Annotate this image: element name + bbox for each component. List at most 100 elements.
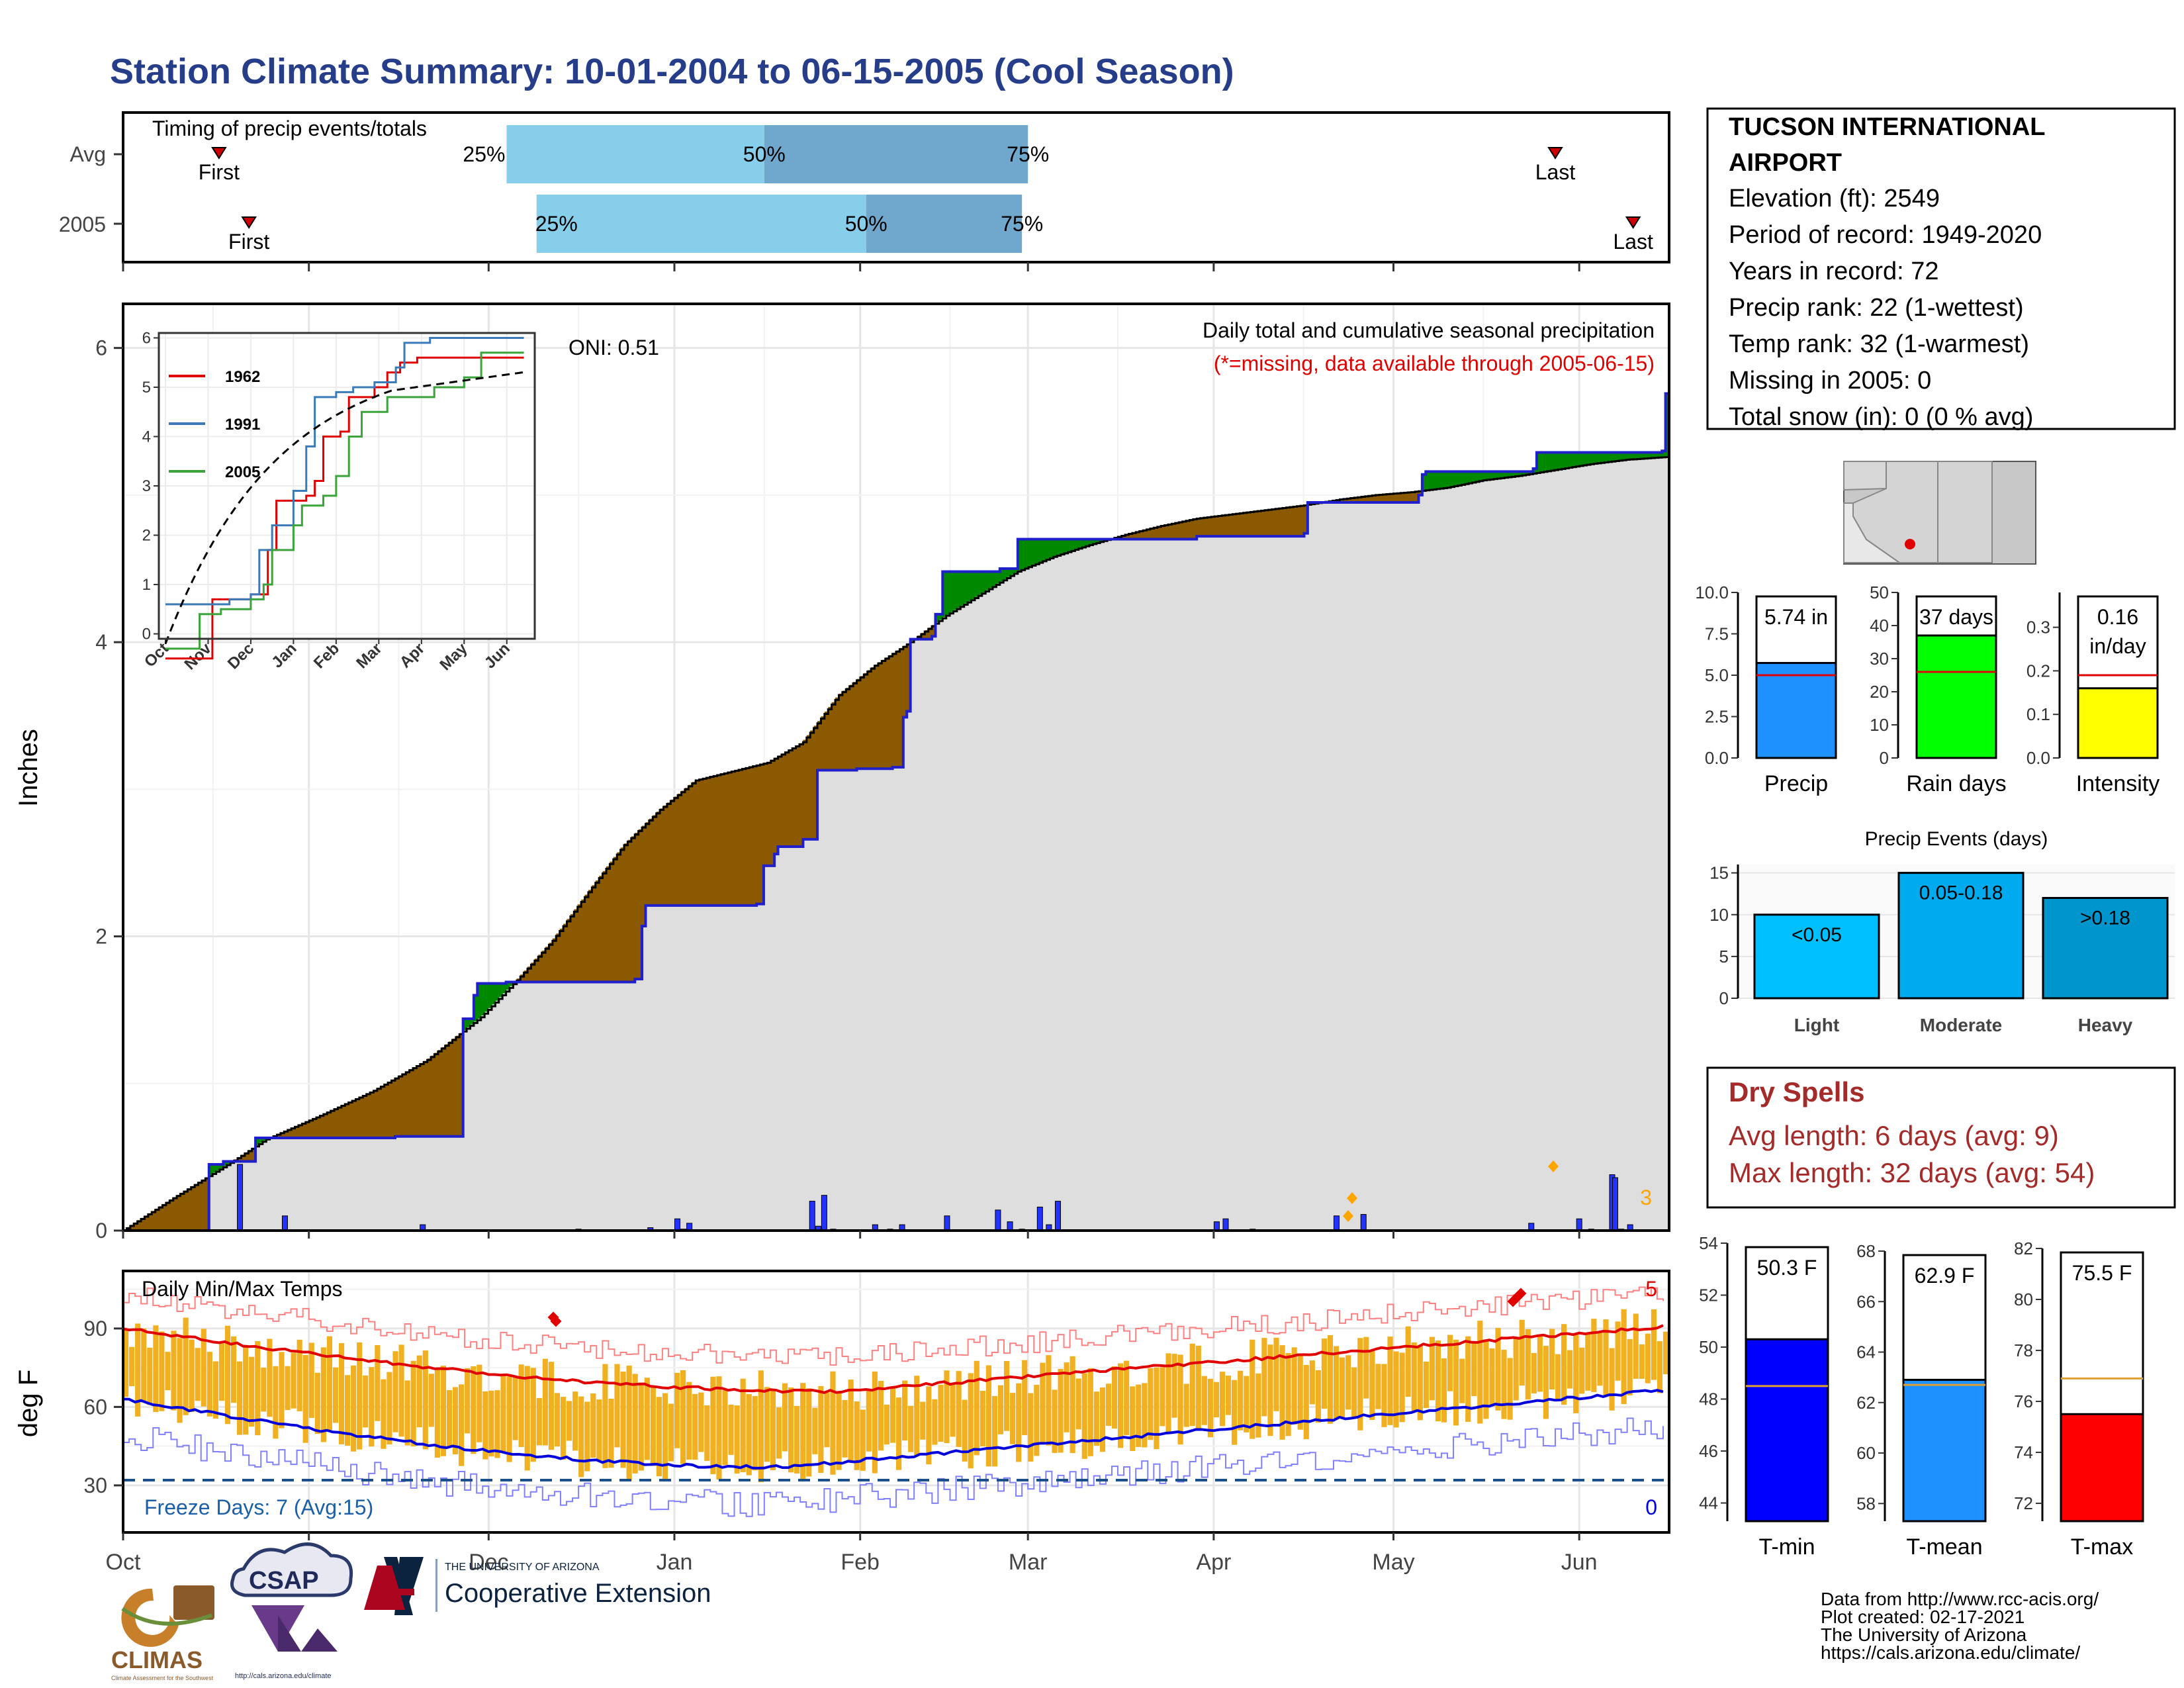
precip-deficit-band: [251, 1147, 256, 1162]
precip-deficit-band: [137, 1220, 142, 1231]
precip-surplus-band: [960, 571, 965, 606]
precip-deficit-band: [1293, 506, 1298, 537]
daily-temp-bar: [560, 1397, 567, 1460]
precip-surplus-band: [964, 571, 968, 604]
temp-max-chart-title: T-max: [2071, 1534, 2133, 1560]
daily-temp-bar: [1387, 1336, 1393, 1425]
daily-temp-bar: [302, 1354, 308, 1443]
precip-deficit-band: [921, 633, 925, 639]
precip-deficit-band: [1393, 493, 1398, 502]
precip-deficit-band: [130, 1225, 134, 1231]
record-high-count: 5: [1645, 1277, 1657, 1301]
precip-deficit-band: [1279, 508, 1283, 537]
precip-deficit-band: [899, 648, 904, 767]
precip-deficit-band: [1222, 515, 1226, 537]
station-temp-rank: Temp rank: 32 (1-warmest): [1729, 330, 2029, 358]
daily-temp-bar: [626, 1365, 632, 1481]
month-tick-label: Dec: [469, 1550, 508, 1575]
daily-temp-bar: [416, 1355, 422, 1428]
daily-temp-bar: [1034, 1384, 1040, 1456]
daily-temp-bar: [452, 1387, 459, 1454]
rain-days-chart-ytick-label: 30: [1870, 649, 1889, 669]
precip-surplus-band: [1508, 471, 1512, 477]
daily-temp-bar: [548, 1362, 555, 1450]
precip-deficit-band: [592, 885, 596, 982]
daily-temp-bar: [171, 1331, 177, 1411]
daily-temp-bar: [1423, 1361, 1429, 1409]
precip-deficit-band: [835, 697, 840, 771]
precip-deficit-band: [1218, 516, 1222, 537]
precip-deficit-band: [610, 861, 614, 982]
precip-surplus-band: [1569, 452, 1573, 468]
last-event-marker: [1547, 147, 1563, 160]
daily-temp-bar: [956, 1371, 962, 1447]
daily-temp-bar: [1225, 1376, 1232, 1415]
precip-deficit-band: [1411, 492, 1416, 502]
first-event-marker: [211, 147, 227, 160]
precip-deficit-band: [437, 1050, 442, 1137]
rain-days-chart-title: Rain days: [1906, 771, 2006, 796]
intensity-chart: 0.0 0.1 0.2 0.3 0.16 in/day Intensity: [2026, 592, 2160, 796]
precip-deficit-band: [1125, 534, 1130, 539]
last-event-label: Last: [1613, 230, 1653, 254]
rain-days-chart-ytick-label: 10: [1870, 715, 1889, 735]
precip-deficit-band: [678, 794, 682, 906]
daily-temp-bar: [1273, 1337, 1279, 1411]
daily-precip-bar: [1612, 1177, 1619, 1231]
precip-deficit-band: [312, 1118, 317, 1138]
precip-deficit-band: [295, 1126, 299, 1138]
precip-deficit-band: [169, 1199, 174, 1231]
freeze-days-label: Freeze Days: 7 (Avg:15): [144, 1495, 373, 1519]
precip-surplus-band: [498, 983, 503, 998]
daily-temp-bar: [950, 1384, 956, 1437]
precip-deficit-band: [1250, 512, 1255, 537]
daily-temp-bar: [398, 1344, 404, 1437]
daily-temp-bar: [1405, 1326, 1411, 1397]
temp-mean-chart-ytick-label: 58: [1856, 1493, 1876, 1513]
precip-surplus-band: [1612, 452, 1616, 461]
precip-deficit-band: [523, 970, 528, 982]
precip-events-bar-label: >0.18: [2080, 908, 2130, 929]
daily-temp-bar: [291, 1352, 296, 1409]
daily-temp-bar: [1435, 1340, 1441, 1422]
first-event-label: First: [199, 160, 240, 184]
daily-temp-bar: [494, 1390, 500, 1458]
daily-temp-bar: [806, 1388, 812, 1477]
precip-deficit-band: [531, 962, 535, 982]
daily-temp-bar: [734, 1405, 740, 1474]
precip-surplus-band: [1619, 452, 1623, 461]
precip-surplus-band: [1486, 471, 1491, 480]
precip-deficit-band: [455, 1035, 460, 1137]
daily-temp-bar: [650, 1387, 656, 1466]
precip-deficit-band: [932, 625, 936, 637]
precip-panel: 0 2 4 6 Inches ONI: 0.51 Daily total and cu…: [14, 303, 1670, 1243]
daily-temp-bar: [1543, 1346, 1549, 1419]
daily-temp-bar: [758, 1370, 764, 1483]
daily-temp-bar: [1465, 1336, 1471, 1422]
precip-deficit-band: [195, 1184, 199, 1231]
precip-deficit-band: [842, 690, 846, 771]
svg-text:http://cals.arizona.edu/climat: http://cals.arizona.edu/climate: [235, 1672, 332, 1680]
daily-temp-bar: [1093, 1391, 1099, 1446]
precip-deficit-band: [692, 782, 696, 906]
dry-spells-avg-length: Avg length: 6 days (avg: 9): [1729, 1120, 2059, 1151]
inset-legend-label: 1991: [225, 416, 260, 434]
daily-temp-bar: [1333, 1346, 1340, 1419]
temp-mean-chart-ytick-label: 62: [1856, 1393, 1876, 1413]
daily-temp-bar: [836, 1392, 842, 1470]
daily-temp-bar: [404, 1380, 410, 1446]
precip-deficit-band: [155, 1208, 159, 1231]
precip-surplus-band: [985, 571, 990, 590]
precip-deficit-band: [864, 673, 868, 769]
precip-deficit-band: [871, 667, 876, 769]
daily-temp-bar: [620, 1372, 626, 1468]
precip-deficit-band: [670, 799, 675, 906]
station-name-line1: TUCSON INTERNATIONAL: [1729, 113, 2046, 141]
inset-ytick-label: 3: [142, 477, 151, 495]
precip-deficit-band: [749, 767, 754, 906]
precip-deficit-band: [1257, 510, 1262, 537]
daily-temp-bar: [674, 1372, 680, 1448]
svg-text:THE UNIVERSITY OF ARIZONA: THE UNIVERSITY OF ARIZONA: [445, 1562, 600, 1573]
precip-deficit-band: [370, 1092, 375, 1138]
precip-deficit-band: [338, 1106, 342, 1138]
